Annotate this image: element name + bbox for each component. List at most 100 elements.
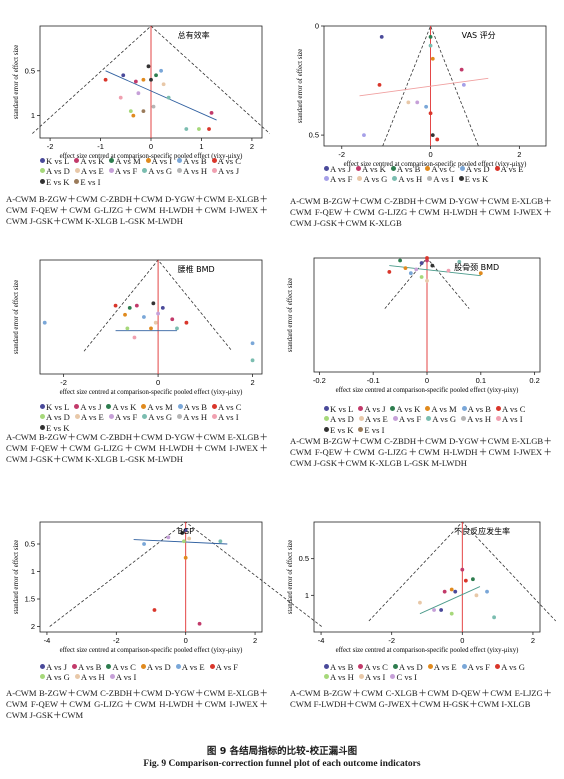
legend-marker-icon <box>74 674 80 680</box>
legend-item: E vs K <box>40 177 69 187</box>
x-tick-label: -2 <box>60 378 67 387</box>
data-point <box>127 305 132 310</box>
legend-item: K vs L <box>40 402 69 412</box>
legend-marker-icon <box>40 664 45 669</box>
figure-caption-chinese: 图 9 各结局指标的比较-校正漏斗图 <box>206 746 358 757</box>
legend-item: A vs D <box>40 166 70 176</box>
legend-marker-icon <box>209 664 215 669</box>
legend-item: A vs M <box>425 404 457 414</box>
data-point <box>170 317 175 322</box>
data-point <box>430 133 435 137</box>
legend-marker-icon <box>390 166 396 171</box>
legend-marker-icon <box>494 166 500 171</box>
legend-marker-icon <box>140 664 146 669</box>
abbreviation-note: A-CWM B-ZGW＋CWM C-XLGB＋CWM D-QEW＋CWM E-L… <box>290 688 552 710</box>
data-point <box>136 91 141 96</box>
data-point <box>459 67 464 72</box>
legend-marker-icon <box>458 176 464 182</box>
legend-marker-icon <box>142 414 148 420</box>
data-point <box>159 68 163 73</box>
legend-marker-icon <box>109 674 115 680</box>
data-point <box>471 577 475 582</box>
data-point <box>133 79 138 84</box>
legend-marker-icon <box>40 424 45 430</box>
legend-item: A vs D <box>324 414 354 424</box>
legend-item: A vs B <box>390 164 420 174</box>
data-point <box>250 341 255 346</box>
abbreviation-note: A-CWM B-ZGW＋CWM C-ZBDH＋CWM D-YGW＋CWM E-X… <box>6 194 268 227</box>
legend-label: A vs J <box>330 164 352 174</box>
panel-title: 腰椎 BMD <box>178 264 215 274</box>
legend-marker-icon <box>356 166 362 171</box>
legend-marker-icon <box>357 176 363 182</box>
legend-item: A vs E <box>494 164 524 174</box>
legend-item: A vs G <box>40 672 70 682</box>
data-point <box>446 268 451 273</box>
legend-marker-icon <box>108 168 114 174</box>
panel-title: 股骨颈 BMD <box>454 263 499 272</box>
x-axis-label: effect size centred at comparison-specif… <box>60 647 243 654</box>
y-tick-label: 0.5 <box>25 66 35 75</box>
legend-marker-icon <box>177 158 183 163</box>
data-point <box>430 56 435 61</box>
data-point <box>398 258 402 263</box>
legend-item: A vs J <box>324 164 351 174</box>
legend-marker-icon <box>211 158 217 163</box>
legend-label: A vs C <box>217 156 241 166</box>
legend-marker-icon <box>496 406 502 411</box>
legend-label: A vs G <box>46 672 70 683</box>
legend-marker-icon <box>212 404 218 409</box>
legend-label: A vs K <box>362 164 386 174</box>
data-point <box>478 271 483 276</box>
legend-label: A vs G <box>432 414 457 425</box>
x-axis-label: effect size centred at comparison-specif… <box>344 161 527 168</box>
legend-item: A vs E <box>74 166 104 176</box>
legend-label: A vs C <box>112 662 136 672</box>
x-tick-label: 0 <box>149 142 153 151</box>
legend-label: A vs H <box>183 166 208 177</box>
legend-item: A vs C <box>106 662 136 672</box>
legend-marker-icon <box>425 406 431 411</box>
legend-item: A vs G <box>426 414 456 424</box>
legend-item: A vs C <box>211 156 241 166</box>
legend-item: A vs I <box>212 412 239 422</box>
y-tick-label: 0.5 <box>299 554 309 563</box>
legend-item: A vs I <box>496 414 523 424</box>
panel-title: VAS 评分 <box>462 31 496 40</box>
legend-marker-icon <box>40 674 45 680</box>
legend-marker-icon <box>72 664 78 669</box>
legend-item: A vs C <box>212 402 241 412</box>
data-point <box>197 621 202 626</box>
data-point <box>379 35 384 39</box>
legend-marker-icon <box>358 416 364 422</box>
legend-label: K vs L <box>330 404 354 414</box>
data-point <box>182 539 186 544</box>
data-point <box>439 608 444 612</box>
data-point <box>209 111 214 115</box>
data-point <box>141 109 146 114</box>
legend-label: A vs E <box>364 414 388 425</box>
legend-label: A vs I <box>502 414 523 425</box>
legend-label: A vs H <box>398 174 423 185</box>
data-point <box>184 127 189 131</box>
legend-item: A vs F <box>209 662 238 672</box>
legend-item: K vs L <box>40 156 69 166</box>
legend-label: A vs E <box>80 412 104 423</box>
legend-item: A vs J <box>358 404 385 414</box>
data-point <box>197 127 201 131</box>
data-point <box>460 567 465 572</box>
legend: A vs J A vs B A vs C A vs D A vs E A vs F A vs… <box>40 662 274 683</box>
data-point <box>463 578 468 583</box>
legend-item: A vs J <box>40 662 67 672</box>
legend-label: A vs E <box>181 662 205 672</box>
legend-label: A vs F <box>330 174 353 185</box>
legend-label: A vs F <box>467 662 491 672</box>
data-point <box>128 109 133 114</box>
legend-item: A vs G <box>142 166 172 176</box>
legend-marker-icon <box>358 406 364 411</box>
legend-label: A vs G <box>148 166 173 177</box>
legend-marker-icon <box>40 414 45 420</box>
x-tick-label: -0.2 <box>313 376 326 385</box>
